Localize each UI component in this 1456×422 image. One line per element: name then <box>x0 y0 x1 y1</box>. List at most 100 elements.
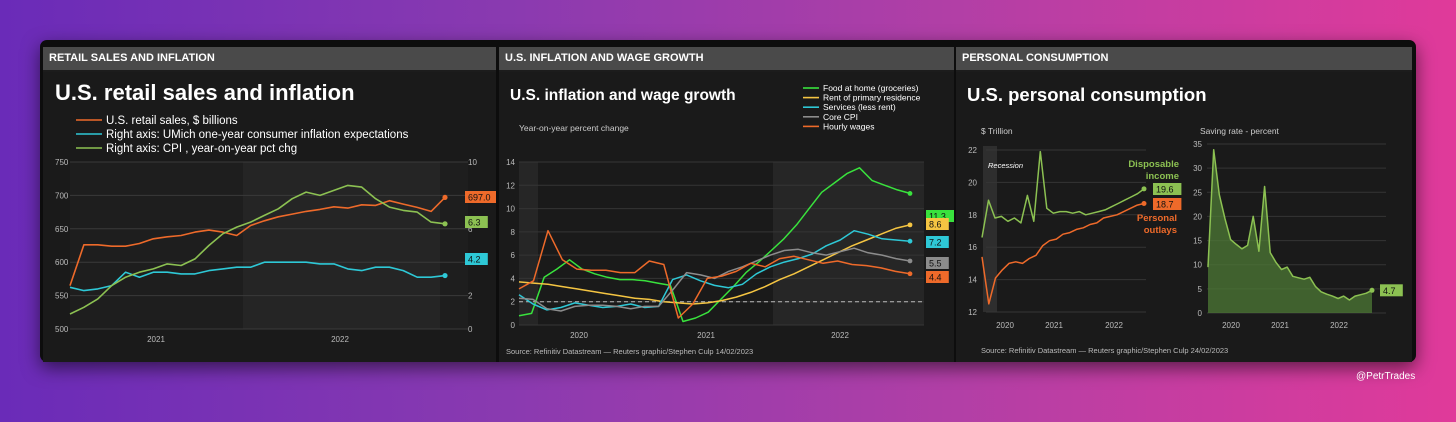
disposable-income-end-marker <box>1141 186 1147 192</box>
y-tick-label: 22 <box>968 146 977 155</box>
panel-tab-consumption[interactable]: PERSONAL CONSUMPTION <box>956 47 1412 70</box>
core-cpi-line <box>518 247 911 312</box>
left-tick-label: 700 <box>55 191 69 200</box>
personal-outlays-label: outlays <box>1144 225 1177 236</box>
services-less-rent-line <box>518 229 911 311</box>
core-cpi-end-marker <box>907 258 913 264</box>
left-tick-label: 600 <box>55 258 69 267</box>
rent-of-primary-residence-line <box>518 224 911 305</box>
y-tick-label: 18 <box>968 211 977 220</box>
chart-title: U.S. personal consumption <box>967 84 1207 105</box>
u-s-retail-sales-billions-end-label: 697.0 <box>468 193 491 203</box>
services-less-rent-end-label: 7.2 <box>929 238 942 248</box>
disposable-income-end-label: 19.6 <box>1156 185 1174 195</box>
services-less-rent-end-marker <box>907 238 913 244</box>
food-at-home-groceries-end-marker <box>907 191 913 196</box>
right-axis-cpi-year-on-year-pct-chg-end-marker <box>442 221 448 227</box>
y-tick-label: 10 <box>1193 261 1202 270</box>
disposable-income-end-label-bg <box>1153 183 1182 195</box>
y-tick-label: 4 <box>511 274 516 283</box>
u-s-retail-sales-billions-end-label-bg <box>465 191 499 203</box>
y-axis-label: Saving rate - percent <box>1200 126 1280 136</box>
watermark: @PetrTrades <box>1356 371 1416 382</box>
panel-body: 0 2 4 6 8 10 12 14 2020 2021 2022 U.S. inflation an… <box>499 72 955 362</box>
legend-label: Core CPI <box>823 112 858 122</box>
recession-shade <box>983 146 997 312</box>
rent-of-primary-residence-end-label-bg <box>926 218 949 230</box>
panel-body: U.S. personal consumption 12 14 16 18 20 22 $ T… <box>956 72 1412 362</box>
y-tick-label: 12 <box>506 181 515 190</box>
y-tick-label: 10 <box>506 205 515 214</box>
x-tick-label: 2022 <box>331 335 349 344</box>
saving-rate-end-marker <box>1369 287 1375 293</box>
y-tick-label: 0 <box>511 321 516 330</box>
saving-rate-end-label: 4.7 <box>1383 286 1396 296</box>
right-axis-umich-one-year-consumer-inflation-expectations-end-marker <box>442 272 448 279</box>
disposable-income-label: Disposable <box>1128 159 1179 170</box>
saving-rate-line <box>1207 149 1373 301</box>
personal-outlays-line <box>981 202 1145 305</box>
shade-band <box>519 162 538 325</box>
inflation-wage-chart: 0 2 4 6 8 10 12 14 2020 2021 2022 U.S. inflation an… <box>506 83 955 356</box>
right-tick-label: 10 <box>468 158 477 167</box>
source-note: Source: Refinitiv Datastream — Reuters g… <box>506 347 753 356</box>
x-tick-label: 2022 <box>1105 321 1123 330</box>
core-cpi-end-label-bg <box>926 257 949 269</box>
hourly-wages-end-marker <box>907 271 913 277</box>
y-tick-label: 2 <box>511 298 516 307</box>
hourly-wages-line <box>518 229 911 319</box>
y-tick-label: 15 <box>1193 237 1202 246</box>
right-tick-label: 6 <box>468 225 473 234</box>
legend-label: Right axis: CPI , year-on-year pct chg <box>106 143 297 155</box>
y-axis-label: $ Trillion <box>981 126 1013 136</box>
x-tick-label: 2020 <box>996 321 1014 330</box>
personal-outlays-end-label: 18.7 <box>1156 200 1174 210</box>
services-less-rent-end-label-bg <box>926 236 949 248</box>
y-tick-label: 25 <box>1193 188 1202 197</box>
personal-outlays-label: Personal <box>1137 213 1177 224</box>
left-tick-label: 500 <box>55 325 69 334</box>
y-tick-label: 16 <box>968 243 977 252</box>
u-s-retail-sales-billions-end-marker <box>442 194 448 201</box>
x-tick-label: 2020 <box>1222 321 1240 330</box>
retail-sales-chart: 500550600650700750024681020212022U.S. re… <box>55 80 499 344</box>
rent-of-primary-residence-end-label: 8.6 <box>929 220 942 230</box>
recession-label: Recession <box>988 161 1023 170</box>
right-tick-label: 0 <box>468 325 473 334</box>
y-tick-label: 0 <box>1198 309 1203 318</box>
x-tick-label: 2021 <box>147 335 165 344</box>
right-axis-umich-one-year-consumer-inflation-expectations-end-label-bg <box>465 253 488 265</box>
right-tick-label: 2 <box>468 292 473 301</box>
hourly-wages-end-label-bg <box>926 271 949 283</box>
consumption-panel: PERSONAL CONSUMPTION U.S. personal consu… <box>956 47 1412 362</box>
y-tick-label: 8 <box>511 228 516 237</box>
left-tick-label: 550 <box>55 292 69 301</box>
y-tick-label: 12 <box>968 308 977 317</box>
rent-of-primary-residence-end-marker <box>907 222 913 228</box>
right-axis-cpi-year-on-year-pct-chg-end-label-bg <box>465 216 488 228</box>
chart-title: U.S. inflation and wage growth <box>510 87 736 104</box>
year-band <box>440 162 468 329</box>
y-tick-label: 30 <box>1193 164 1202 173</box>
legend-label: U.S. retail sales, $ billions <box>106 115 238 127</box>
y-tick-label: 14 <box>968 276 977 285</box>
y-tick-label: 20 <box>1193 212 1202 221</box>
legend-label: Hourly wages <box>823 121 875 131</box>
x-tick-label: 2021 <box>1271 321 1289 330</box>
x-tick-label: 2022 <box>1330 321 1348 330</box>
personal-outlays-end-marker <box>1141 200 1147 206</box>
legend-label: Food at home (groceries) <box>823 83 919 93</box>
x-tick-label: 2022 <box>831 331 849 340</box>
legend-label: Rent of primary residence <box>823 93 921 103</box>
panel-tab-inflation[interactable]: U.S. INFLATION AND WAGE GROWTH <box>499 47 954 70</box>
source-note: Source: Refinitiv Datastream — Reuters g… <box>981 346 1228 355</box>
right-axis-umich-one-year-consumer-inflation-expectations-end-label: 4.2 <box>468 255 481 265</box>
x-tick-label: 2020 <box>570 331 588 340</box>
personal-outlays-end-label-bg <box>1153 198 1182 210</box>
hourly-wages-end-label: 4.4 <box>929 273 942 283</box>
year-band <box>243 162 440 329</box>
legend-label: Services (less rent) <box>823 102 896 112</box>
y-tick-label: 5 <box>1198 285 1203 294</box>
panel-tab-retail[interactable]: RETAIL SALES AND INFLATION <box>43 47 496 70</box>
core-cpi-end-label: 5.5 <box>929 259 942 269</box>
